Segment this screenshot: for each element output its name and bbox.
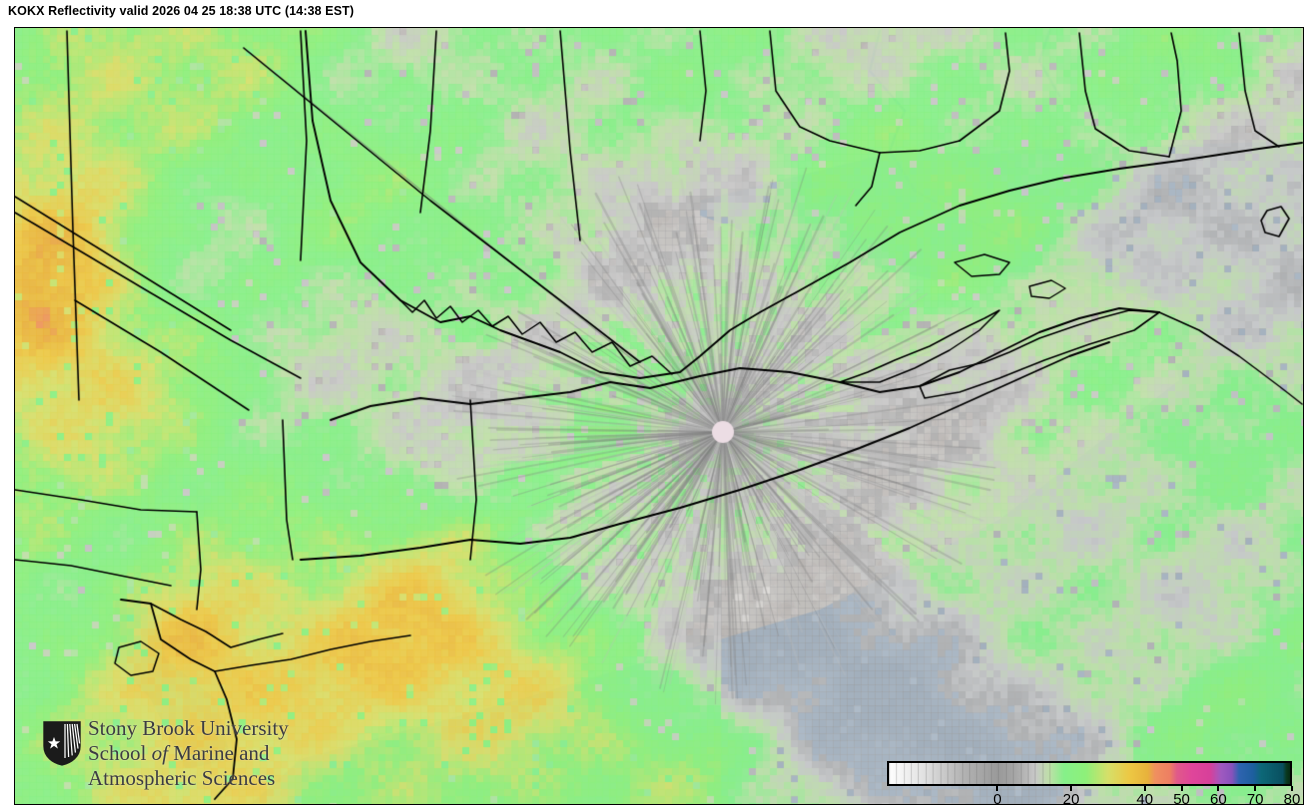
colorbar-tick-mark (1291, 786, 1293, 791)
colorbar-tick-mark (1180, 786, 1183, 791)
radar-map[interactable]: Stony Brook University School of Marine … (14, 27, 1304, 805)
page-title: KOKX Reflectivity valid 2026 04 25 18:38… (8, 4, 355, 18)
colorbar-tick-mark (1217, 786, 1220, 791)
colorbar-tick-mark (1254, 786, 1257, 791)
colorbar-gradient-box (887, 761, 1292, 786)
reflectivity-colorbar: 0 20 40 50 60 70 80 (887, 761, 1300, 805)
colorbar-tick-label: 80 (1283, 791, 1301, 805)
colorbar-ticks: 0 20 40 50 60 70 80 (887, 786, 1300, 805)
colorbar-tick-label: 70 (1246, 791, 1264, 805)
colorbar-tick-mark (1070, 786, 1073, 791)
colorbar-tick-label: 60 (1210, 791, 1227, 805)
colorbar-tick-label: 20 (1062, 791, 1080, 805)
colorbar-tick-mark (996, 786, 999, 791)
radar-map-canvas[interactable] (15, 28, 1303, 804)
colorbar-tick-label: 0 (993, 791, 1002, 805)
colorbar-tick-label: 40 (1136, 791, 1154, 805)
colorbar-tick-mark (1143, 786, 1146, 791)
colorbar-tick-label: 50 (1173, 791, 1190, 805)
colorbar-gradient (889, 763, 1290, 784)
